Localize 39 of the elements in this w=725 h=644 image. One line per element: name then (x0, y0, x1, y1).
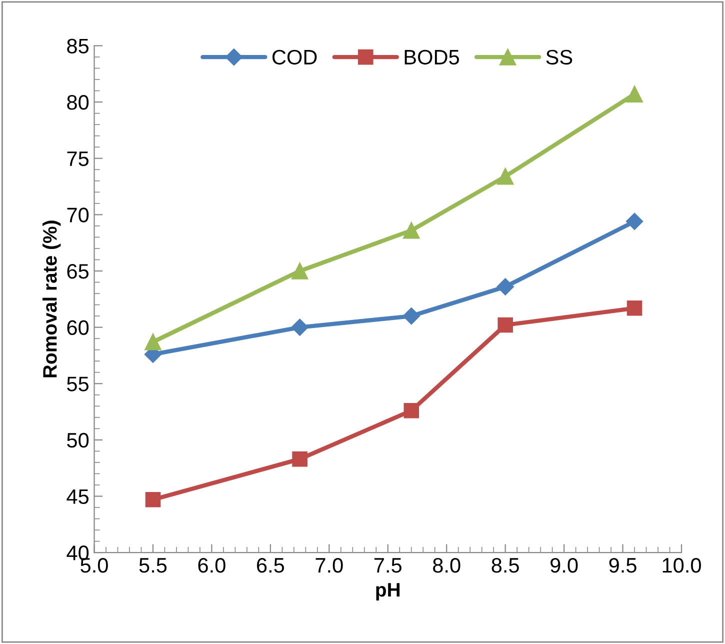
y-tick-label: 50 (67, 432, 89, 448)
y-tick-label: 65 (67, 264, 89, 279)
y-axis-title: Romoval rate (%) (42, 220, 61, 378)
x-tick-label: 8.0 (433, 558, 460, 573)
x-tick-label: 9.0 (550, 558, 578, 573)
y-tick-label: 75 (67, 152, 89, 166)
point (626, 212, 644, 230)
point (292, 451, 308, 467)
point (404, 403, 420, 418)
y-tick-label: 70 (67, 208, 89, 222)
x-tick-label: 6.5 (257, 558, 284, 573)
y-tick-label: 80 (67, 95, 89, 110)
x-axis-title: pH (376, 583, 400, 601)
y-tick-label: 55 (67, 376, 89, 392)
x-tick-label: 5.5 (139, 558, 167, 573)
point (144, 334, 162, 350)
point (145, 492, 161, 508)
x-tick-label: 8.5 (492, 558, 519, 573)
point (626, 86, 643, 102)
y-tick-label: 60 (67, 320, 89, 336)
x-tick-label: 7.5 (374, 558, 402, 573)
y-tick-label: 45 (66, 489, 89, 504)
point (291, 262, 308, 280)
x-tick-label: 7.0 (316, 558, 343, 573)
x-tick-label: 9.5 (609, 558, 636, 573)
y-tick-label: 85 (67, 38, 89, 54)
point (496, 278, 514, 296)
legend-label: BOD5 (404, 50, 459, 65)
point (496, 168, 514, 185)
x-tick-label: 10.0 (662, 558, 701, 573)
legend-label: SS (546, 50, 572, 65)
x-tick-label: 6.0 (198, 558, 226, 573)
point (402, 307, 420, 325)
point (498, 317, 513, 333)
point (403, 222, 420, 239)
point (291, 318, 308, 336)
point (626, 300, 642, 316)
legend-label: COD (272, 50, 317, 65)
x-tick-label: 5.0 (80, 558, 108, 573)
